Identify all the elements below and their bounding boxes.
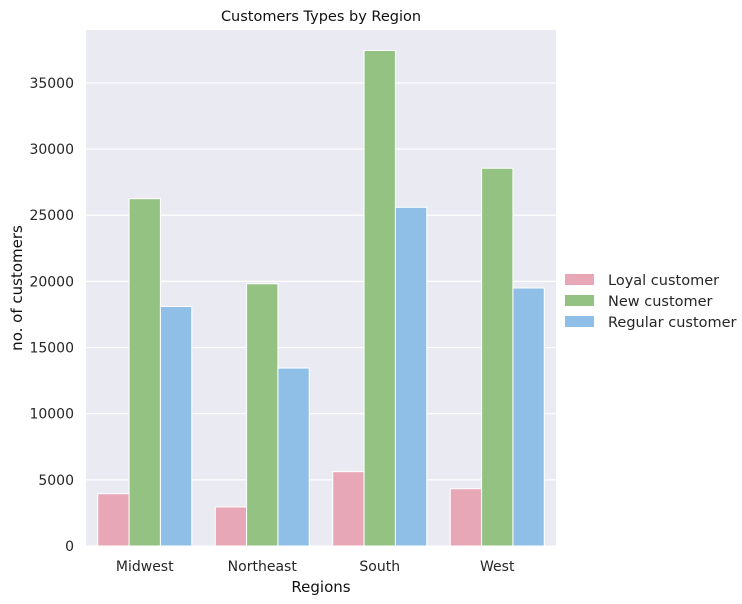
- x-tick-label: Midwest: [116, 559, 174, 575]
- bar-midwest-regular-customer: [159, 306, 193, 547]
- y-tick-label: 15000: [29, 341, 74, 357]
- bar-south-loyal-customer: [332, 471, 365, 547]
- y-tick-label: 25000: [29, 208, 74, 224]
- y-tick-label: 20000: [29, 274, 74, 290]
- x-tick-label: West: [480, 559, 515, 575]
- x-tick-labels: Midwest Northeast South West: [116, 559, 515, 575]
- x-tick-label: Northeast: [228, 559, 298, 575]
- bar-south-new-customer: [363, 50, 396, 547]
- bar-midwest-loyal-customer: [97, 493, 130, 547]
- bar-northeast-regular-customer: [277, 367, 310, 547]
- y-tick-labels: 0 5000 10000 15000 20000 25000 30000 35000: [29, 76, 74, 555]
- y-axis-label: no. of customers: [8, 225, 26, 351]
- y-tick-label: 0: [65, 539, 74, 555]
- x-tick-label: South: [359, 559, 400, 575]
- bars: [97, 50, 545, 547]
- y-tick-label: 10000: [29, 407, 74, 423]
- y-tick-label: 30000: [29, 142, 74, 158]
- bar-northeast-loyal-customer: [214, 506, 248, 547]
- legend-swatch: [565, 295, 594, 306]
- bar-northeast-new-customer: [246, 283, 279, 547]
- y-tick-label: 5000: [38, 473, 74, 489]
- bar-west-new-customer: [481, 167, 514, 547]
- legend-label: Regular customer: [608, 315, 737, 331]
- chart-title: Customers Types by Region: [221, 9, 421, 25]
- x-axis-label: Regions: [291, 578, 350, 596]
- bar-west-loyal-customer: [449, 488, 483, 547]
- legend-swatch: [565, 274, 594, 285]
- y-tick-label: 35000: [29, 76, 74, 92]
- legend-swatch: [565, 316, 594, 327]
- legend-label: Loyal customer: [608, 273, 719, 289]
- bar-midwest-new-customer: [128, 198, 161, 547]
- legend: Loyal customer New customer Regular custom…: [565, 273, 737, 331]
- bar-south-regular-customer: [394, 206, 428, 547]
- legend-label: New customer: [608, 294, 713, 310]
- bar-west-regular-customer: [512, 287, 545, 547]
